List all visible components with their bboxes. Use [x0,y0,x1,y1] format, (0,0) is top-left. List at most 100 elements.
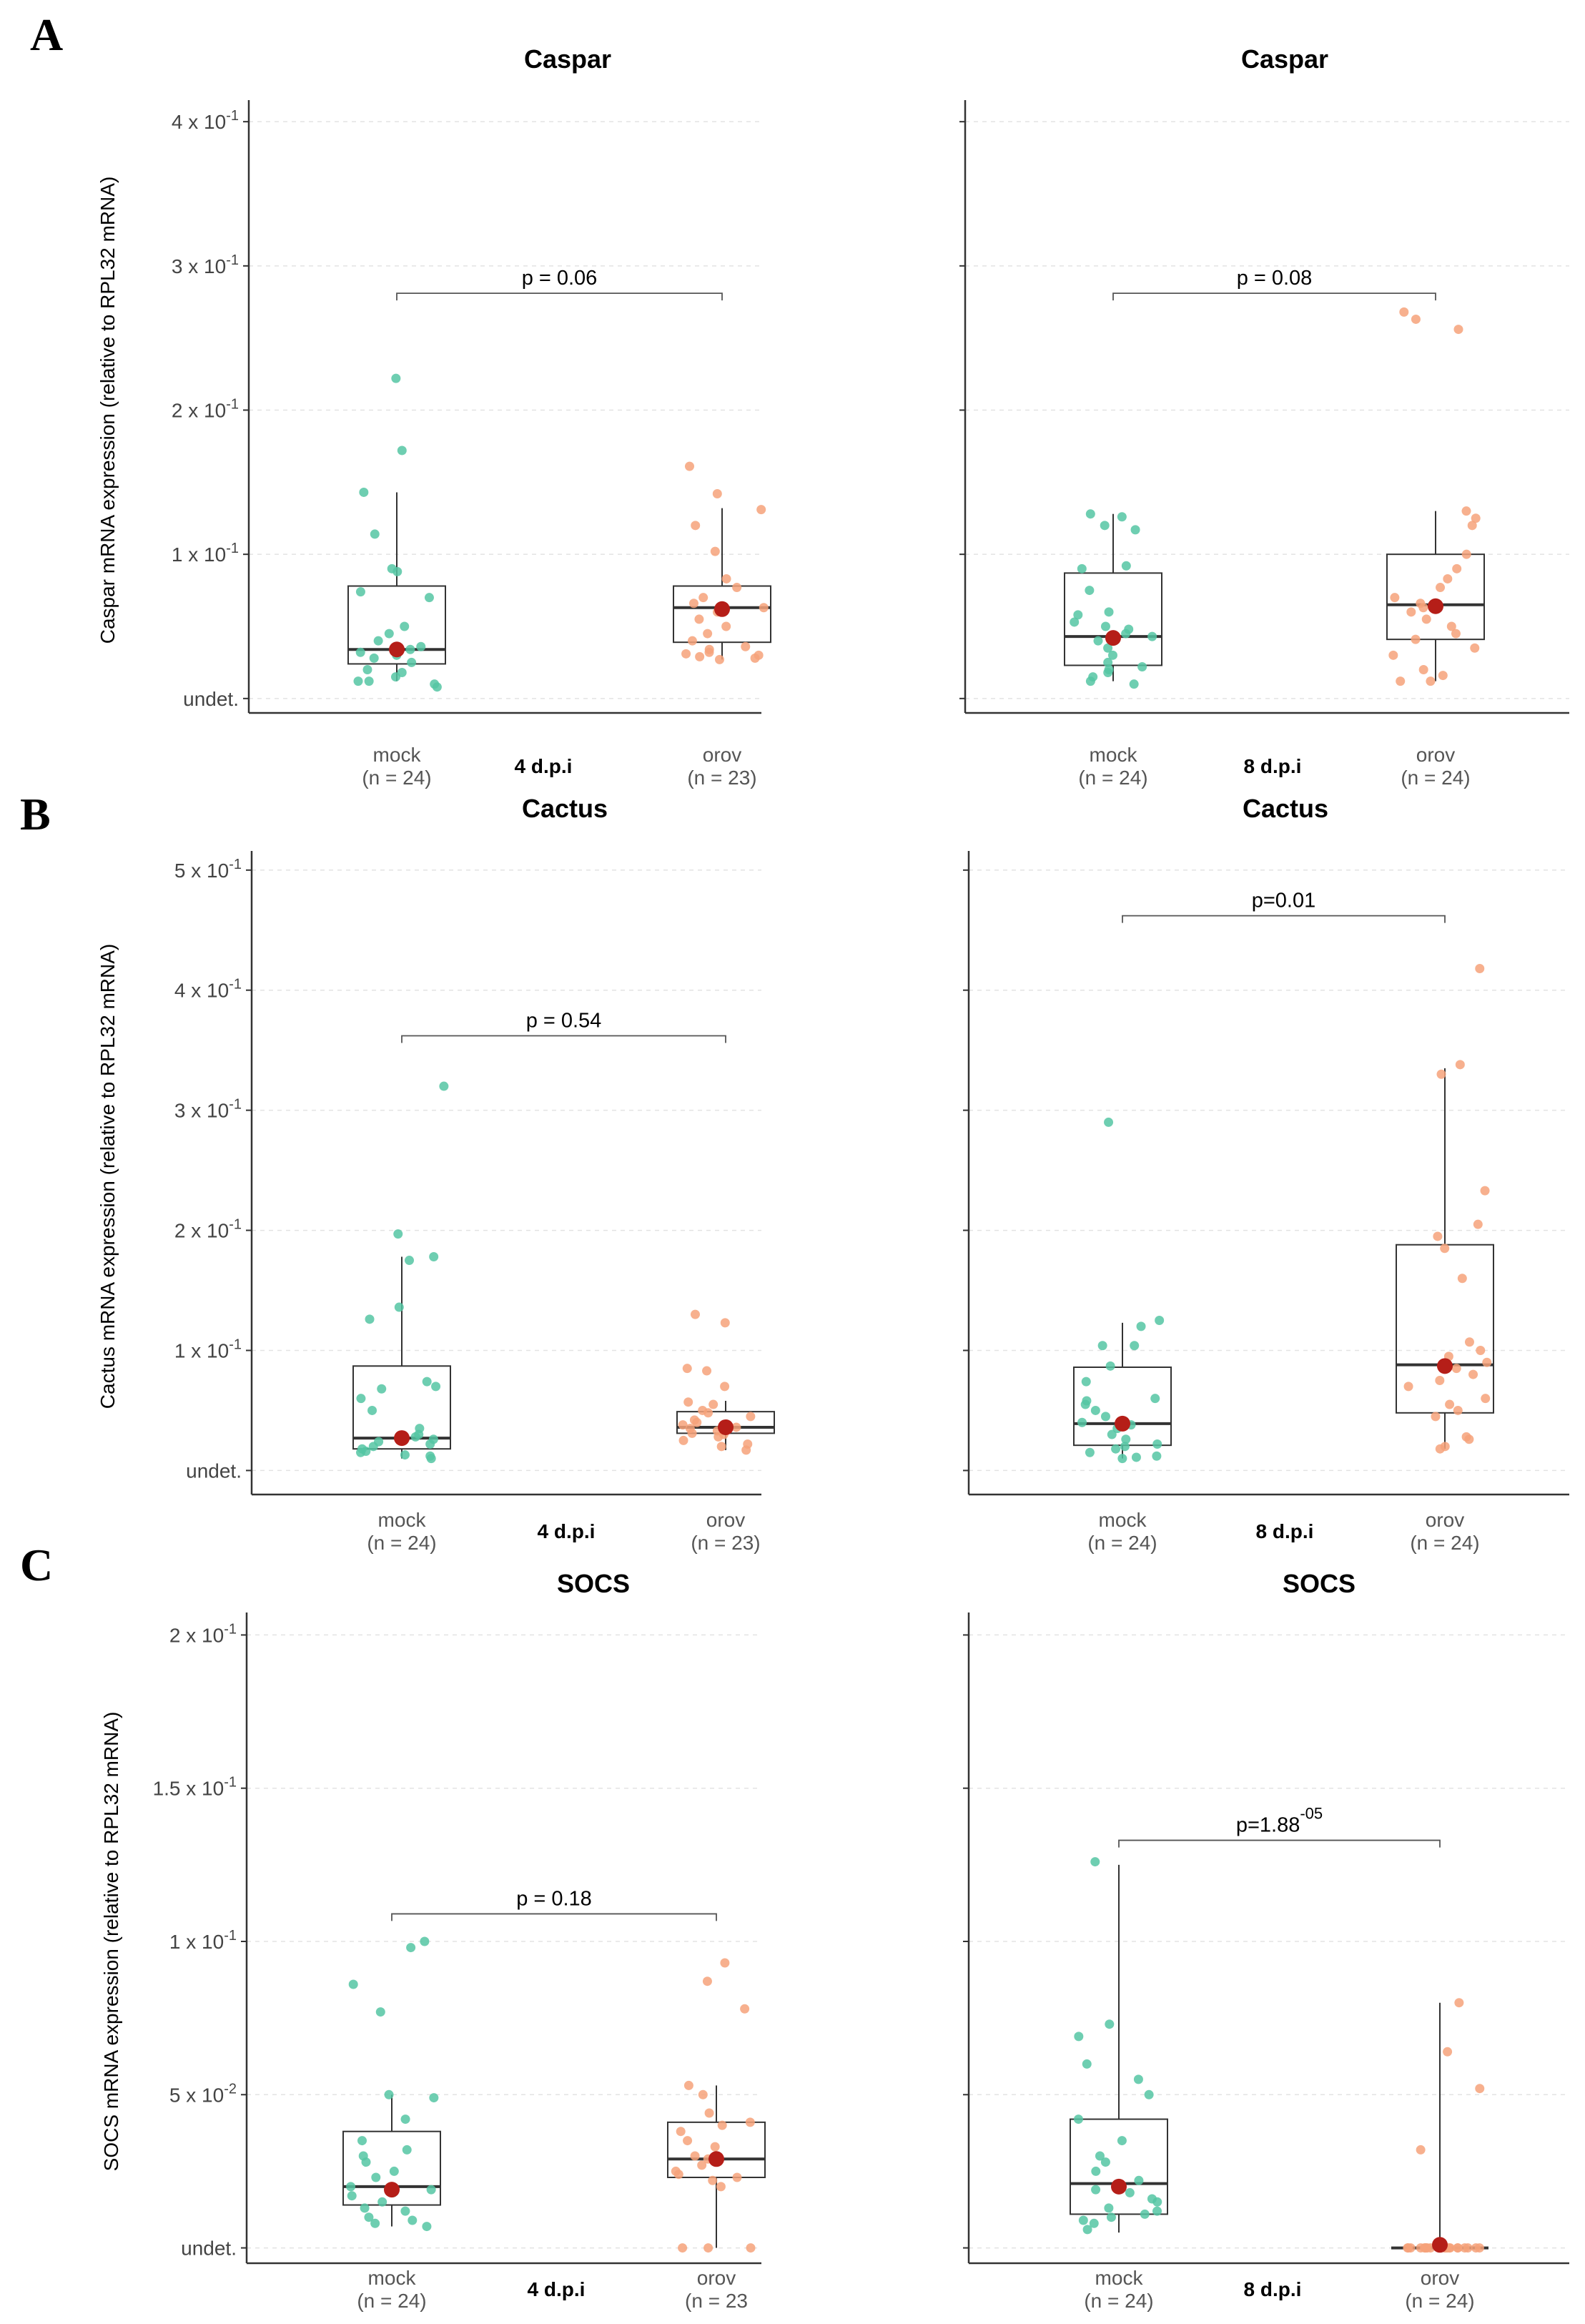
x-count-label: (n = 24) [367,1532,436,1554]
y-tick-label: 2 x 10-1 [169,1621,237,1646]
y-tick-label: 4 x 10-1 [174,977,242,1002]
data-point [1461,549,1471,559]
data-point [1464,1434,1474,1444]
x-category-label: mock [373,744,422,766]
data-point [1082,2225,1092,2235]
chart-title: SOCS [557,1569,630,1598]
series-orov [673,461,771,664]
y-tick-exponent: -1 [224,1775,237,1791]
data-point [1470,643,1480,653]
y-axis-label: SOCS mRNA expression (relative to RPL32 … [100,1712,122,2172]
data-point [683,2080,693,2090]
box [667,2121,766,2179]
y-tick-mantissa: 4 x 10 [174,980,229,1002]
y-tick-mantissa: 2 x 10 [174,1220,229,1242]
data-point [732,583,742,593]
y-axis-label: Caspar mRNA expression (relative to RPL3… [97,177,119,644]
data-point [375,2007,385,2017]
p-value-text: p = 0.08 [1237,267,1313,290]
data-point [1453,2243,1463,2253]
data-point [1090,1857,1100,1867]
data-point [1074,2032,1084,2042]
data-point [370,2218,380,2228]
significance-bracket [396,292,723,301]
series-orov [1386,307,1485,686]
y-tick-label: 1 x 10-1 [174,1336,242,1362]
x-category-label: orov [697,2267,736,2289]
data-point [365,1314,375,1324]
data-point [431,1382,441,1392]
series-orov [1396,963,1494,1454]
data-point [1435,1444,1445,1454]
data-point [1399,307,1409,317]
data-point [426,2185,436,2195]
data-point [695,651,705,661]
data-point [698,593,708,603]
data-point [1396,676,1406,686]
x-count-label: (n = 24) [362,767,431,789]
data-point [703,2243,714,2253]
data-point [1463,2243,1473,2253]
p-value-text: p = 0.18 [516,1887,592,1910]
data-point [1100,2157,1110,2167]
y-tick-label: 3 x 10-1 [172,252,239,277]
data-point [1453,325,1463,335]
significance-bracket [1112,292,1436,301]
data-point [1125,2187,1135,2197]
data-point [1474,2243,1484,2253]
data-point [346,2182,356,2192]
y-tick-mantissa: 3 x 10 [174,1100,229,1122]
mean-marker [1111,2178,1127,2195]
data-point [359,487,369,497]
data-point [1454,1998,1464,2008]
series-mock [352,1081,451,1464]
x-count-label: (n = 24) [1401,767,1470,789]
data-point [1103,657,1113,667]
data-point [1452,563,1462,573]
data-point [740,2004,750,2014]
series-mock [1073,1117,1172,1464]
y-tick-mantissa: 5 x 10 [174,860,229,882]
data-point [1453,1405,1463,1415]
significance-bracket [401,1035,726,1043]
data-point [714,1432,724,1442]
y-tick-mantissa: 2 x 10 [172,400,226,422]
p-value-label: p = 0.08 [1237,267,1313,290]
data-point [1107,650,1117,660]
significance-bracket [1122,915,1446,923]
data-point [1457,1274,1467,1284]
data-point [408,2215,418,2225]
data-point [692,1417,702,1427]
data-point [400,2206,410,2216]
p-value-exponent: -05 [1300,1805,1323,1823]
data-point [368,1442,378,1452]
y-tick-mantissa: 5 x 10 [169,2084,224,2106]
data-point [682,1364,692,1374]
data-point [429,2093,439,2103]
data-point [377,2197,387,2207]
data-point [416,641,426,651]
data-point [426,1454,436,1464]
data-point [1134,2175,1144,2185]
data-point [1120,1442,1130,1452]
data-point [432,682,442,692]
data-point [750,653,760,663]
y-tick-exponent: -1 [226,397,239,413]
data-point [1406,607,1416,617]
data-point [732,2172,742,2182]
x-count-label: (n = 23 [685,2290,748,2312]
data-point [1107,1429,1117,1439]
p-value-label: p=0.01 [1252,890,1316,912]
box [1064,572,1162,666]
x-category-label: orov [1416,744,1455,766]
data-point [1105,1361,1115,1371]
x-count-label: (n = 24) [357,2290,426,2312]
data-point [364,2212,374,2222]
data-point [356,1394,366,1404]
chart-title: SOCS [1283,1569,1356,1598]
x-category-label: mock [378,1509,427,1531]
y-tick-exponent: -2 [224,2081,237,2097]
significance-bracket [1118,1839,1441,1848]
box [347,585,446,665]
